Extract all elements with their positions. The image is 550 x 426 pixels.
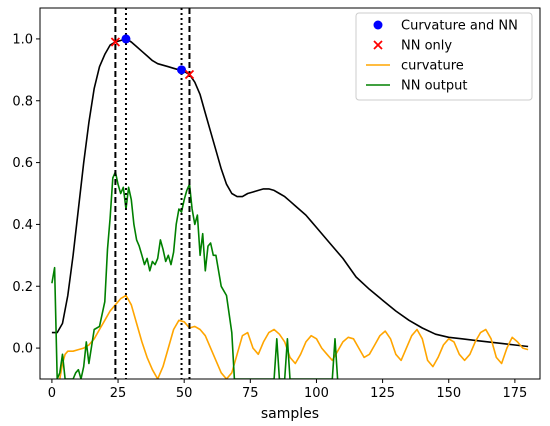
y-tick-label-4: 0.8 [12, 94, 33, 109]
legend-swatch-curvature-and-nn [373, 20, 383, 30]
legend-swatch-nn-only [373, 40, 383, 50]
x-tick-label-5: 125 [370, 386, 395, 401]
markers-layer [110, 34, 195, 80]
marker-nn-only-1 [184, 69, 195, 80]
legend-label-curvature-and-nn: Curvature and NN [401, 19, 518, 34]
x-tick-label-0: 0 [48, 386, 56, 401]
marker-curvature-and-nn-1 [177, 65, 187, 75]
legend-item-nn-output: NN output [366, 79, 467, 94]
x-tick-label-1: 25 [110, 386, 127, 401]
y-tick-label-5: 1.0 [12, 32, 33, 47]
x-axis-label: samples [261, 406, 319, 422]
marker-curvature-and-nn-0 [121, 34, 131, 44]
x-axis: 0 25 50 75 100 125 150 175 [48, 379, 527, 401]
x-tick-label-3: 75 [242, 386, 259, 401]
legend-label-curvature: curvature [401, 59, 464, 74]
x-tick-label-2: 50 [176, 386, 193, 401]
series-line-profile [51, 38, 529, 348]
legend-box [355, 12, 533, 101]
legend-item-nn-only: NN only [373, 39, 452, 54]
legend-label-nn-output: NN output [401, 79, 467, 94]
x-tick-label-7: 175 [502, 386, 527, 401]
x-tick-label-4: 100 [304, 386, 329, 401]
y-tick-label-2: 0.4 [12, 218, 33, 233]
legend-item-curvature: curvature [366, 59, 464, 74]
plot-frame [39, 7, 541, 380]
legend: Curvature and NN NN only curvature NN outpu… [355, 12, 533, 101]
y-tick-label-3: 0.6 [12, 156, 33, 171]
marker-nn-only-0 [110, 37, 121, 47]
legend-item-curvature-and-nn: Curvature and NN [373, 19, 518, 34]
x-tick-label-6: 150 [436, 386, 461, 401]
y-tick-label-1: 0.2 [12, 280, 33, 295]
series-line-nn-output [51, 171, 339, 379]
y-axis: 0.0 0.2 0.4 0.6 0.8 1.0 [12, 32, 40, 357]
series-line-curvature [59, 294, 529, 379]
legend-label-nn-only: NN only [401, 39, 452, 54]
y-tick-label-0: 0.0 [12, 342, 33, 357]
